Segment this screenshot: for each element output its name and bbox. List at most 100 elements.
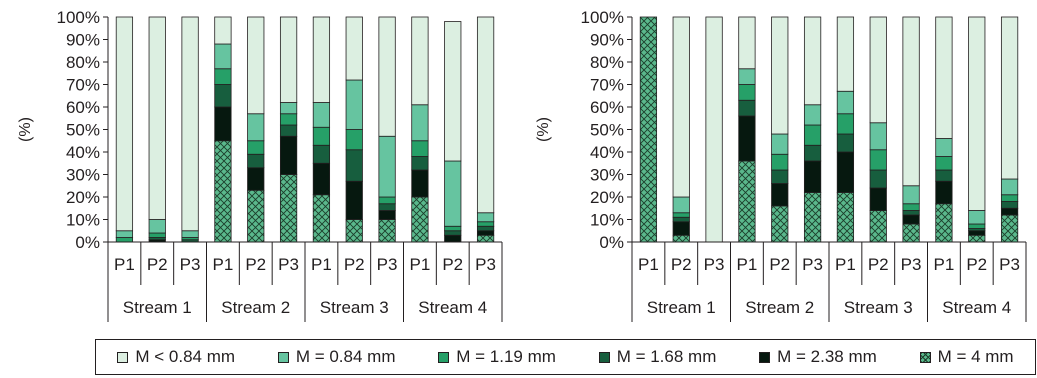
bar-segment [148, 232, 166, 238]
y-tick-label: 70% [590, 76, 624, 95]
category-label: P2 [245, 255, 266, 274]
bar-segment [476, 221, 495, 227]
bar-segment [902, 203, 920, 211]
bar-segment [345, 16, 363, 81]
bar-segment [411, 16, 429, 106]
bar-segment [411, 196, 429, 243]
bar-segment [869, 210, 887, 243]
y-tick-label: 10% [590, 211, 624, 230]
bar-segment [968, 210, 986, 225]
bar-segment [968, 16, 986, 211]
legend-item-084: M = 0.84 mm [277, 347, 396, 367]
bar-segment [312, 144, 331, 164]
bar-segment [312, 16, 331, 103]
bar-segment [836, 192, 855, 243]
group-label: Stream 4 [418, 298, 487, 317]
group-label: Stream 1 [647, 298, 716, 317]
bar-segment [247, 189, 265, 243]
bar-segment [803, 144, 822, 162]
y-tick-label: 30% [66, 166, 100, 185]
y-tick-label: 40% [66, 143, 100, 162]
legend-label: M = 0.84 mm [295, 347, 396, 366]
y-tick-label: 70% [66, 76, 100, 95]
bar-segment [705, 16, 723, 243]
bar-segment [738, 16, 756, 70]
bar-segment [148, 16, 166, 220]
bar-segment [738, 84, 756, 101]
category-label: P2 [966, 255, 987, 274]
bar-segment [247, 167, 265, 191]
y-tick-label: 20% [590, 188, 624, 207]
bar-segment [476, 225, 495, 232]
bar-segment [378, 219, 396, 243]
chart-left: (%) 0% 10% 20% 30% 40% 50% 60% 70% 80% 90% 100% P1 P2… [17, 8, 503, 322]
bar-segment [902, 214, 920, 225]
bar-segment [1000, 214, 1019, 243]
y-tick-label: 60% [66, 98, 100, 117]
bar-segment [935, 16, 953, 139]
bar-segment [968, 223, 986, 229]
legend-swatch [277, 351, 289, 363]
bar-segment [902, 223, 920, 243]
bar-segment [444, 234, 462, 243]
bar-segment [1000, 194, 1019, 202]
bar-segment [771, 16, 789, 135]
chart-right: (%) 0% 10% 20% 30% 40% 50% 60% 70% 80% 90% 100% P1 P2… [535, 8, 1027, 322]
legend-swatch [438, 351, 450, 363]
y-tick-label: 50% [590, 121, 624, 140]
group-label: Stream 3 [320, 298, 389, 317]
bar-segment [869, 187, 887, 211]
y-tick-label: 0% [599, 233, 624, 252]
bar-segment [312, 194, 331, 243]
bar-segment [738, 68, 756, 85]
category-label: P2 [769, 255, 790, 274]
legend-item-238: M = 2.38 mm [759, 347, 877, 367]
bar-segment [115, 237, 134, 243]
bar-segment [444, 225, 462, 232]
bar-segment [902, 210, 920, 216]
bar-segment [639, 16, 658, 243]
bar-segment [803, 160, 822, 193]
category-label: P1 [835, 255, 856, 274]
bar-segment [279, 16, 298, 103]
bar-segment [378, 16, 396, 137]
bar-segment [869, 122, 887, 151]
bar-segment [214, 84, 232, 108]
bar-segment [935, 138, 953, 157]
bar-segment [214, 140, 232, 243]
legend-swatch [759, 351, 771, 363]
bar-segment [902, 185, 920, 205]
bar-segment [476, 212, 495, 223]
bar-segment [411, 156, 429, 171]
bar-segment [411, 140, 429, 157]
bar-segment [345, 79, 363, 130]
y-tick-label: 10% [66, 211, 100, 230]
group-label: Stream 4 [942, 298, 1011, 317]
category-label: P1 [213, 255, 234, 274]
y-tick-label: 80% [66, 53, 100, 72]
category-label: P1 [638, 255, 659, 274]
bar-segment [968, 230, 986, 236]
category-label: P3 [278, 255, 299, 274]
y-tick-label: 90% [66, 31, 100, 50]
legend-label: M = 1.68 mm [616, 347, 717, 366]
bar-segment [803, 124, 822, 146]
bar-segment [247, 113, 265, 142]
group-label: Stream 3 [844, 298, 913, 317]
bar-segment [345, 180, 363, 220]
bar-segment [378, 135, 396, 198]
y-tick-label: 100% [581, 8, 624, 27]
bar-segment [148, 219, 166, 234]
bar-segment [1000, 16, 1019, 180]
bar-segment [771, 205, 789, 243]
bar-segment [411, 169, 429, 198]
y-tick-label: 90% [590, 31, 624, 50]
category-label: P1 [934, 255, 955, 274]
bar-segment [378, 203, 396, 211]
category-label: P2 [671, 255, 692, 274]
bar-segment [214, 16, 232, 45]
y-axis-label: (%) [535, 117, 552, 142]
bar-segment [279, 174, 298, 243]
category-label: P1 [311, 255, 332, 274]
bar-segment [444, 230, 462, 236]
